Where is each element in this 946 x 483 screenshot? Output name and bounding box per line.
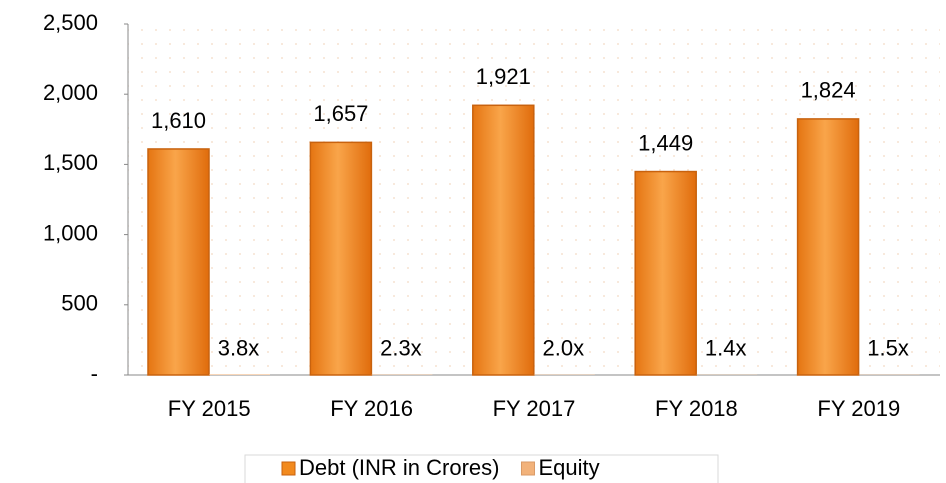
- data-label: 3.8x: [218, 335, 260, 360]
- legend-swatch: [281, 461, 296, 476]
- bar: [147, 148, 210, 376]
- x-tick-label: FY 2019: [817, 396, 900, 421]
- y-tick-label: 2,500: [43, 10, 98, 35]
- data-label: 1.4x: [705, 336, 747, 361]
- bar: [634, 170, 697, 376]
- y-tick-label: 500: [61, 291, 98, 316]
- legend-swatch: [520, 461, 535, 476]
- x-tick-label: FY 2015: [168, 396, 251, 421]
- data-label: 1,824: [801, 78, 856, 103]
- y-tick-label: 1,000: [43, 220, 98, 245]
- data-label: 2.3x: [380, 335, 422, 360]
- legend-label: Equity: [538, 455, 599, 480]
- y-tick-label: 1,500: [43, 150, 98, 175]
- x-tick-label: FY 2018: [655, 396, 738, 421]
- x-tick-label: FY 2016: [330, 396, 413, 421]
- data-label: 1,657: [313, 101, 368, 126]
- bar: [472, 104, 535, 376]
- x-tick-label: FY 2017: [493, 396, 576, 421]
- legend: [244, 454, 719, 483]
- y-tick-label: 2,000: [43, 80, 98, 105]
- data-label: 1,449: [638, 130, 693, 155]
- legend-label: Debt (INR in Crores): [299, 455, 499, 480]
- data-label: 1.5x: [867, 336, 909, 361]
- data-label: 1,921: [476, 64, 531, 89]
- y-tick-label: -: [91, 361, 98, 386]
- bar: [309, 141, 373, 376]
- bar: [209, 374, 270, 375]
- data-label: 1,610: [151, 108, 206, 133]
- data-label: 2.0x: [543, 336, 585, 361]
- bar: [796, 118, 860, 376]
